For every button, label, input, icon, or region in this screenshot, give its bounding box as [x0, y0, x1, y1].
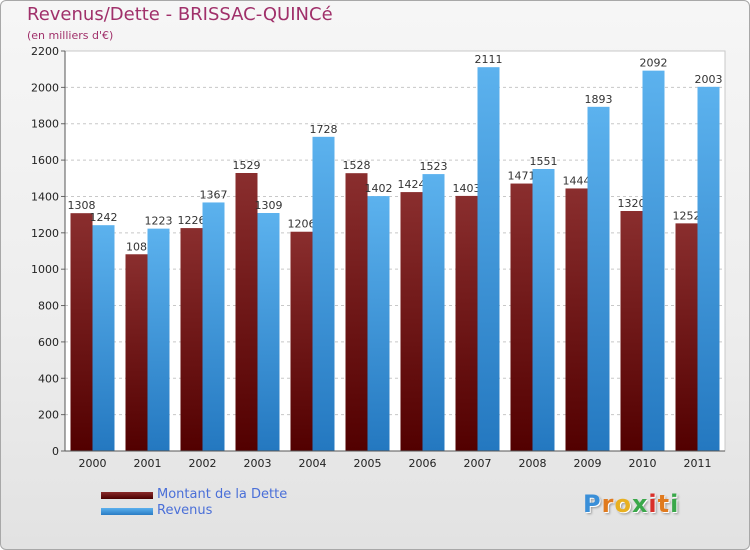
logo-letter-5: t [657, 490, 671, 518]
bar-dette-2011 [675, 223, 698, 451]
x-tick-label-2008: 2008 [519, 457, 547, 470]
bar-dette-2006 [400, 192, 423, 451]
data-label-revenus-2002: 1367 [200, 188, 228, 201]
bar-revenus-2009 [587, 106, 610, 452]
bar-dette-2010 [620, 211, 643, 451]
x-tick-label-2004: 2004 [299, 457, 327, 470]
bar-dette-2008 [510, 183, 533, 451]
legend-label-dette: Montant de la Dette [157, 487, 288, 502]
x-tick-label-2000: 2000 [79, 457, 107, 470]
y-tick-label-2000: 2000 [31, 81, 59, 94]
legend-swatch-dette [101, 492, 153, 499]
x-tick-label-2005: 2005 [354, 457, 382, 470]
bar-dette-2000 [70, 213, 93, 451]
data-label-revenus-2004: 1728 [310, 123, 338, 136]
x-tick-label-2001: 2001 [134, 457, 162, 470]
chart-title: Revenus/Dette - BRISSAC-QUINCé [27, 4, 333, 25]
data-label-dette-2005: 1528 [343, 159, 371, 172]
data-label-revenus-2008: 1551 [530, 155, 558, 168]
logo-letter-1: r [601, 490, 615, 518]
data-label-dette-2003: 1529 [233, 159, 261, 172]
y-tick-label-1400: 1400 [31, 190, 59, 203]
data-label-revenus-2000: 1242 [90, 211, 118, 224]
bar-revenus-2007 [477, 67, 500, 451]
data-label-dette-2000: 1308 [68, 199, 96, 212]
bar-revenus-2003 [257, 213, 280, 451]
data-label-revenus-2009: 1893 [585, 93, 613, 106]
data-label-revenus-2003: 1309 [255, 199, 283, 212]
y-tick-label-1200: 1200 [31, 227, 59, 240]
logo-letter-4: i [648, 490, 658, 518]
data-label-dette-2002: 1226 [178, 214, 206, 227]
logo-letter-3: x [631, 490, 649, 518]
data-label-dette-2007: 1403 [453, 182, 481, 195]
plot-area [64, 50, 726, 452]
data-label-revenus-2010: 2092 [640, 57, 668, 70]
logo-letter-6: i [670, 490, 680, 518]
logo-letter-2: o [614, 490, 632, 518]
bar-revenus-2006 [422, 174, 445, 451]
x-tick-label-2010: 2010 [629, 457, 657, 470]
data-label-dette-2001: 108 [126, 240, 147, 253]
data-label-dette-2011: 1252 [673, 209, 701, 222]
data-label-revenus-2001: 1223 [145, 215, 173, 228]
data-label-dette-2008: 1471 [508, 170, 536, 183]
bar-dette-2005 [345, 173, 368, 451]
y-tick-label-200: 200 [38, 409, 59, 422]
y-tick-label-800: 800 [38, 300, 59, 313]
bar-dette-2009 [565, 188, 588, 452]
bar-revenus-2008 [532, 169, 555, 451]
x-tick-label-2011: 2011 [684, 457, 712, 470]
y-tick-label-400: 400 [38, 372, 59, 385]
bar-revenus-2005 [367, 196, 390, 451]
chart-subtitle: (en milliers d'€) [27, 29, 114, 42]
x-tick-label-2009: 2009 [574, 457, 602, 470]
legend-swatch-revenus [101, 508, 153, 515]
bar-dette-2002 [180, 228, 203, 451]
bar-dette-2001 [125, 254, 148, 451]
data-label-revenus-2011: 2003 [695, 73, 723, 86]
x-tick-label-2006: 2006 [409, 457, 437, 470]
x-tick-label-2002: 2002 [189, 457, 217, 470]
data-label-revenus-2007: 2111 [475, 53, 503, 66]
bar-revenus-2002 [202, 202, 225, 451]
bar-revenus-2001 [147, 228, 170, 451]
y-tick-label-2200: 2200 [31, 45, 59, 58]
data-label-dette-2010: 1320 [618, 197, 646, 210]
data-label-revenus-2006: 1523 [420, 160, 448, 173]
bar-revenus-2000 [92, 225, 115, 451]
y-tick-label-1600: 1600 [31, 154, 59, 167]
data-label-revenus-2005: 1402 [365, 182, 393, 195]
y-tick-label-1800: 1800 [31, 118, 59, 131]
bar-revenus-2011 [697, 86, 720, 452]
proxiti-logo: Proxiti [583, 490, 679, 518]
legend-label-revenus: Revenus [157, 503, 213, 518]
x-tick-label-2003: 2003 [244, 457, 272, 470]
bar-dette-2004 [290, 231, 313, 451]
bar-revenus-2004 [312, 136, 335, 451]
y-tick-label-600: 600 [38, 336, 59, 349]
x-tick-label-2007: 2007 [464, 457, 492, 470]
y-tick-label-1000: 1000 [31, 263, 59, 276]
bar-revenus-2010 [642, 70, 665, 452]
data-label-dette-2006: 1424 [398, 178, 426, 191]
y-tick-label-0: 0 [52, 445, 59, 458]
logo-letter-0: P [583, 490, 602, 518]
data-label-dette-2009: 1444 [563, 174, 591, 187]
data-label-dette-2004: 1206 [288, 218, 316, 231]
bar-dette-2007 [455, 195, 478, 451]
bar-dette-2003 [235, 173, 258, 451]
